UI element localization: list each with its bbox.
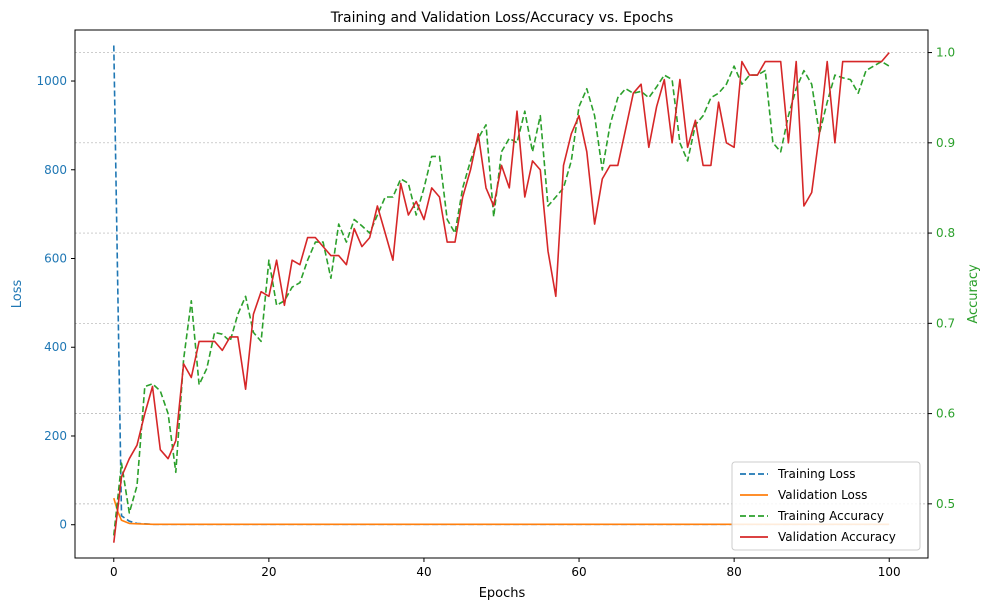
series-line xyxy=(113,52,890,543)
series-lines xyxy=(113,45,890,543)
accuracy-tick-label: 0.8 xyxy=(936,226,955,240)
loss-axis: 0 200 400 600 800 1000 xyxy=(36,74,75,532)
x-axis: 0 20 40 60 80 100 xyxy=(110,558,901,579)
accuracy-tick-label: 0.9 xyxy=(936,136,955,150)
x-tick-label: 20 xyxy=(261,565,276,579)
loss-tick-label: 0 xyxy=(59,518,67,532)
series-line xyxy=(113,60,890,536)
x-tick-label: 80 xyxy=(726,565,741,579)
x-tick-label: 40 xyxy=(416,565,431,579)
loss-tick-label: 600 xyxy=(44,252,67,266)
loss-tick-label: 800 xyxy=(44,163,67,177)
accuracy-axis-label: Accuracy xyxy=(966,264,981,324)
accuracy-tick-label: 1.0 xyxy=(936,46,955,60)
accuracy-tick-label: 0.7 xyxy=(936,316,955,330)
legend-label: Validation Loss xyxy=(778,488,867,502)
x-axis-label: Epochs xyxy=(479,586,526,601)
loss-tick-label: 200 xyxy=(44,429,67,443)
accuracy-axis: 0.5 0.6 0.7 0.8 0.9 1.0 xyxy=(928,46,955,511)
x-tick-label: 0 xyxy=(110,565,118,579)
legend-label: Training Loss xyxy=(777,467,855,481)
legend-label: Validation Accuracy xyxy=(778,530,896,544)
loss-tick-label: 400 xyxy=(44,340,67,354)
legend: Training Loss Validation Loss Training Acc… xyxy=(731,461,921,551)
plot-frame xyxy=(74,29,929,559)
loss-tick-label: 1000 xyxy=(36,74,67,88)
accuracy-tick-label: 0.6 xyxy=(936,407,955,421)
chart-title: Training and Validation Loss/Accuracy vs… xyxy=(330,10,674,26)
legend-label: Training Accuracy xyxy=(777,509,884,523)
loss-axis-label: Loss xyxy=(10,280,25,309)
legend-box xyxy=(731,461,921,551)
accuracy-tick-label: 0.5 xyxy=(936,497,955,511)
x-tick-label: 60 xyxy=(571,565,586,579)
series-line xyxy=(113,497,890,526)
x-tick-label: 100 xyxy=(878,565,901,579)
